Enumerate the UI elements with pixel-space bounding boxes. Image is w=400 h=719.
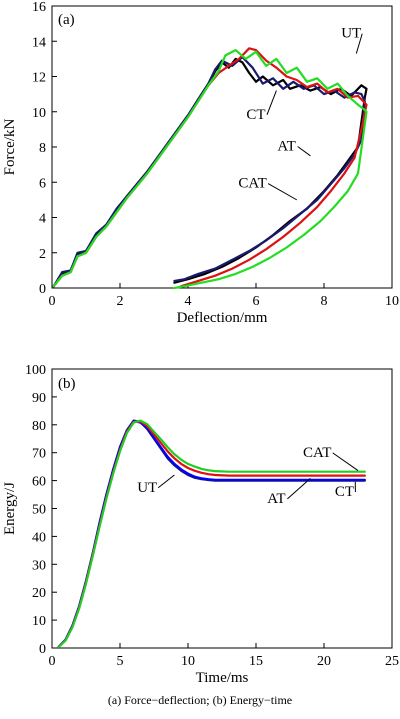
annotation-label-ct-a: CT <box>246 107 265 123</box>
x-tick-label-b: 0 <box>49 654 56 669</box>
annotation-leader-at-a <box>297 146 311 157</box>
annotation-label-at-a: AT <box>277 139 295 155</box>
annotation-label-cat-b: CAT <box>303 445 331 461</box>
series-line-ut-a <box>52 57 368 288</box>
x-tick-label-a: 0 <box>49 294 56 309</box>
y-tick-label-b: 20 <box>32 586 46 601</box>
y-tick-label-b: 0 <box>39 642 46 657</box>
annotation-label-cat-a: CAT <box>238 176 266 192</box>
y-tick-label-a: 0 <box>39 282 46 297</box>
annotation-label-ut-a: UT <box>341 26 361 42</box>
y-tick-label-a: 16 <box>32 0 46 15</box>
annotation-label-at-b: AT <box>267 491 285 507</box>
annotation-label-ct-b: CT <box>335 484 354 500</box>
x-tick-label-a: 8 <box>321 294 328 309</box>
y-tick-label-a: 6 <box>39 176 46 191</box>
annotation-leader-ut-a <box>355 33 363 54</box>
y-axis-label-b: Energy/J <box>2 482 18 535</box>
annotation-leader-ct-a <box>266 90 277 115</box>
y-tick-label-b: 10 <box>32 614 46 629</box>
annotation-leader-cat-b <box>332 452 359 471</box>
y-tick-label-b: 80 <box>32 419 46 434</box>
y-tick-label-a: 4 <box>39 212 46 227</box>
annotation-leader-cat-a <box>267 183 298 201</box>
series-line-cat-b <box>57 419 366 649</box>
annotation-leader-at-b <box>287 477 311 500</box>
panel-label-a: (a) <box>58 12 75 28</box>
x-axis-label-b: Time/ms <box>196 670 249 686</box>
series-line-ct-a <box>52 55 366 288</box>
y-tick-label-a: 2 <box>39 247 46 262</box>
plot-frame-a <box>51 5 393 289</box>
x-tick-label-a: 6 <box>253 294 260 309</box>
y-tick-label-b: 40 <box>32 530 46 545</box>
x-tick-label-b: 20 <box>317 654 331 669</box>
x-tick-label-b: 15 <box>249 654 263 669</box>
panel-label-b: (b) <box>58 376 76 392</box>
x-tick-label-a: 4 <box>185 294 192 309</box>
y-axis-label-a: Force/kN <box>2 119 18 176</box>
x-tick-label-a: 2 <box>117 294 124 309</box>
y-tick-label-b: 30 <box>32 558 46 573</box>
x-tick-label-b: 25 <box>385 654 399 669</box>
annotation-leader-ut-b <box>157 474 175 489</box>
x-axis-label-a: Deflection/mm <box>177 310 268 326</box>
y-tick-label-b: 90 <box>32 391 46 406</box>
y-tick-label-b: 60 <box>32 475 46 490</box>
x-tick-label-b: 10 <box>181 654 195 669</box>
x-tick-label-b: 5 <box>117 654 124 669</box>
y-tick-label-a: 12 <box>32 71 46 86</box>
x-tick-label-a: 10 <box>385 294 399 309</box>
y-tick-label-a: 10 <box>32 106 46 121</box>
y-tick-label-b: 70 <box>32 447 46 462</box>
y-tick-label-b: 100 <box>25 363 46 378</box>
y-tick-label-a: 14 <box>32 35 46 50</box>
figure-caption: (a) Force−deflection; (b) Energy−time <box>107 693 293 707</box>
y-tick-label-b: 50 <box>32 503 46 518</box>
y-tick-label-a: 8 <box>39 141 46 156</box>
series-line-cat-a <box>52 48 368 290</box>
annotation-label-ut-b: UT <box>137 480 157 496</box>
